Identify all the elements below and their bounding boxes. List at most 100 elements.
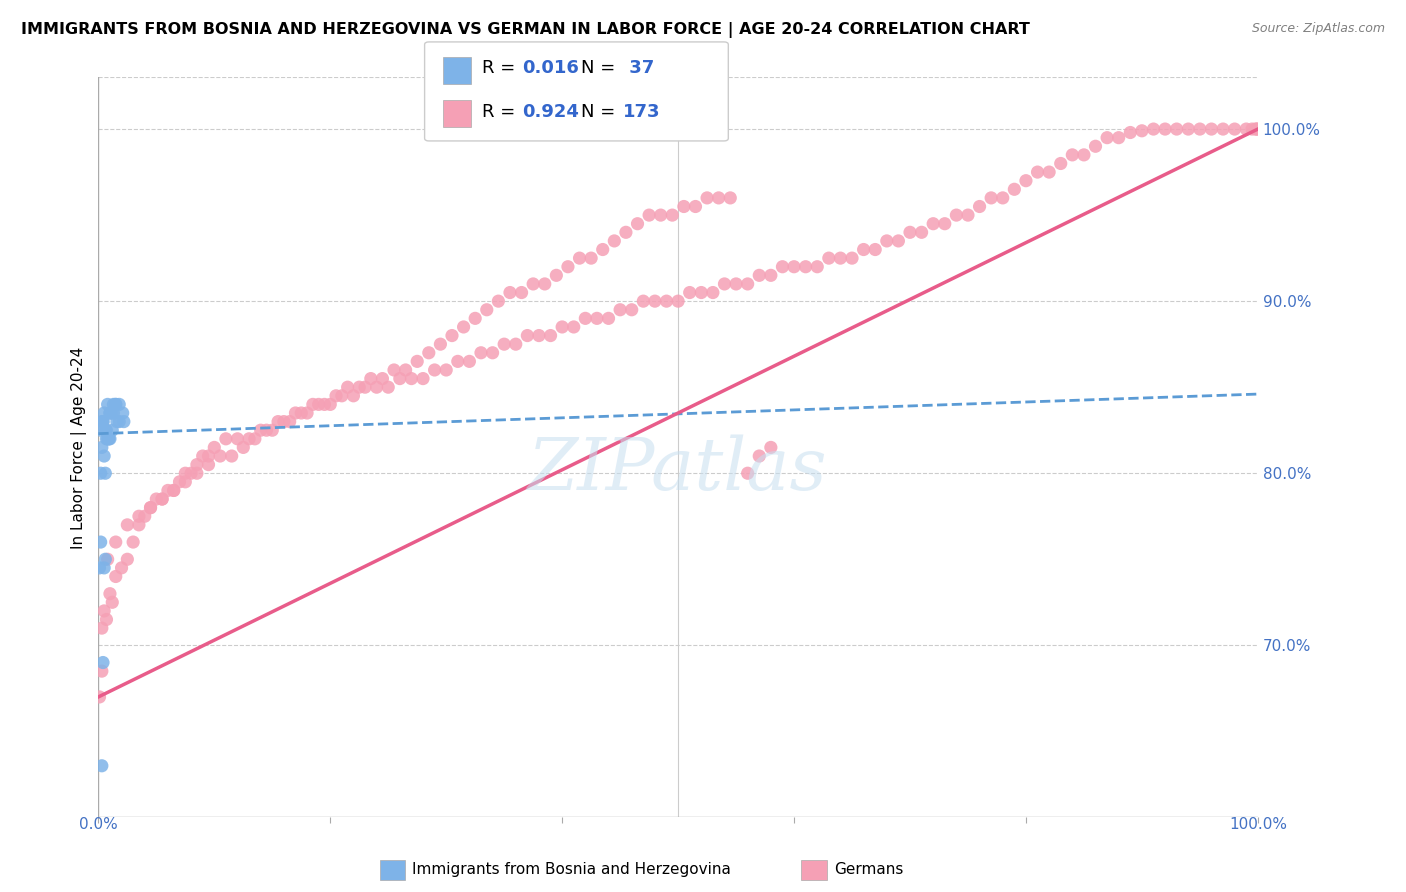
Point <box>655 294 678 309</box>
Point <box>1223 122 1246 136</box>
Point <box>366 380 388 394</box>
Point <box>90 621 112 635</box>
Point <box>377 380 399 394</box>
Point <box>852 243 875 257</box>
Point <box>163 483 186 498</box>
Point <box>221 449 243 463</box>
Text: N =: N = <box>581 103 620 121</box>
Point <box>319 397 342 411</box>
Text: N =: N = <box>581 59 620 77</box>
Point <box>90 415 112 429</box>
Point <box>91 656 114 670</box>
Point <box>354 380 377 394</box>
Point <box>453 320 475 334</box>
Text: R =: R = <box>482 59 522 77</box>
Point <box>806 260 828 274</box>
Point <box>90 664 112 678</box>
Point <box>794 260 817 274</box>
Point <box>262 423 284 437</box>
Point <box>841 251 863 265</box>
Point <box>707 191 730 205</box>
Point <box>481 345 503 359</box>
Point <box>215 432 238 446</box>
Point <box>434 363 457 377</box>
Point <box>108 415 131 429</box>
Text: Immigrants from Bosnia and Herzegovina: Immigrants from Bosnia and Herzegovina <box>412 863 731 877</box>
Point <box>505 337 527 351</box>
Point <box>494 337 516 351</box>
Point <box>103 397 125 411</box>
Point <box>1154 122 1177 136</box>
Point <box>1073 148 1095 162</box>
Point <box>1244 122 1267 136</box>
Point <box>980 191 1002 205</box>
Point <box>759 268 782 283</box>
Point <box>991 191 1014 205</box>
Point <box>412 371 434 385</box>
Point <box>702 285 724 300</box>
Point <box>112 415 135 429</box>
Point <box>1212 122 1234 136</box>
Point <box>1177 122 1199 136</box>
Point <box>249 423 271 437</box>
Point <box>598 311 620 326</box>
Point <box>638 208 661 222</box>
Point <box>956 208 979 222</box>
Point <box>232 441 254 455</box>
Point <box>295 406 318 420</box>
Point <box>830 251 852 265</box>
Point <box>614 225 637 239</box>
Point <box>104 397 127 411</box>
Point <box>336 380 359 394</box>
Point <box>169 475 191 489</box>
Point <box>725 277 748 291</box>
Point <box>89 690 111 704</box>
Point <box>603 234 626 248</box>
Point <box>104 397 127 411</box>
Point <box>174 475 197 489</box>
Point <box>440 328 463 343</box>
Point <box>1108 130 1130 145</box>
Point <box>633 294 655 309</box>
Point <box>679 285 702 300</box>
Point <box>290 406 312 420</box>
Point <box>186 458 208 472</box>
Text: 173: 173 <box>623 103 661 121</box>
Point <box>748 268 770 283</box>
Point <box>447 354 470 368</box>
Point <box>1002 182 1025 196</box>
Point <box>516 328 538 343</box>
Point <box>314 397 336 411</box>
Point <box>145 491 167 506</box>
Point <box>90 441 112 455</box>
Point <box>150 491 173 506</box>
Point <box>342 389 364 403</box>
Point <box>150 491 173 506</box>
Point <box>1201 122 1223 136</box>
Point <box>256 423 278 437</box>
Point <box>325 389 347 403</box>
Point <box>527 328 550 343</box>
Text: IMMIGRANTS FROM BOSNIA AND HERZEGOVINA VS GERMAN IN LABOR FORCE | AGE 20-24 CORR: IMMIGRANTS FROM BOSNIA AND HERZEGOVINA V… <box>21 22 1031 38</box>
Point <box>103 406 125 420</box>
Point <box>772 260 794 274</box>
Point <box>97 432 120 446</box>
Point <box>969 200 991 214</box>
Point <box>101 595 124 609</box>
Point <box>94 467 117 481</box>
Point <box>1240 122 1263 136</box>
Point <box>90 535 112 549</box>
Point <box>273 415 295 429</box>
Point <box>522 277 544 291</box>
Point <box>666 294 689 309</box>
Point <box>90 467 112 481</box>
Point <box>156 483 179 498</box>
Point <box>475 302 498 317</box>
Text: 100.0%: 100.0% <box>1229 817 1286 832</box>
Point <box>406 354 429 368</box>
Text: R =: R = <box>482 103 522 121</box>
Y-axis label: In Labor Force | Age 20-24: In Labor Force | Age 20-24 <box>72 346 87 549</box>
Point <box>238 432 260 446</box>
Point <box>540 328 562 343</box>
Point <box>197 458 219 472</box>
